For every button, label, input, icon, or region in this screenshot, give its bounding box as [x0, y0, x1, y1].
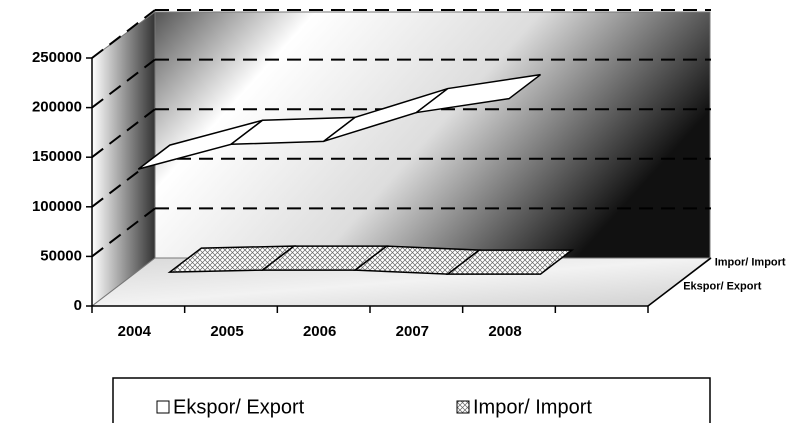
x-tick-label: 2005: [210, 323, 243, 340]
grid-line: [91, 108, 156, 158]
grid-line: [91, 207, 156, 258]
x-tick-label: 2007: [396, 323, 429, 340]
ribbon-segment: [415, 73, 541, 114]
depth-label: Ekspor/ Export: [683, 281, 762, 293]
ribbon-segment: [445, 249, 575, 275]
y-tick-label: 200000: [32, 99, 82, 116]
x-tick-label: 2008: [488, 323, 521, 340]
legend: [112, 377, 711, 425]
grid-line: [91, 58, 156, 109]
depth-axis: [647, 257, 712, 307]
depth-label: Impor/ Import: [715, 257, 786, 269]
y-tick-label: 50000: [40, 247, 82, 264]
y-tick-label: 100000: [32, 198, 82, 215]
legend-label: Impor/ Import: [473, 396, 592, 418]
y-tick-label: 150000: [32, 148, 82, 165]
x-tick-label: 2006: [303, 323, 336, 340]
x-tick-label: 2004: [118, 323, 152, 340]
y-tick-label: 0: [74, 297, 82, 314]
y-tick-label: 250000: [32, 49, 82, 66]
legend-swatch: [156, 400, 170, 414]
legend-label: Ekspor/ Export: [173, 396, 305, 418]
legend-swatch: [456, 400, 470, 414]
side-wall: [91, 11, 156, 308]
grid-line: [91, 9, 156, 59]
